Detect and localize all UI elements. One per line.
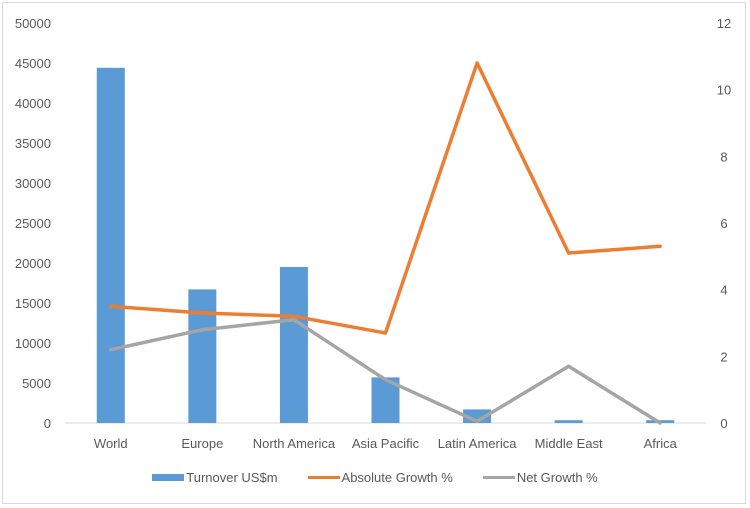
x-category-label: World <box>94 436 128 451</box>
right-axis-ticks: 0 2 4 6 8 10 12 <box>717 16 731 431</box>
turnover-swatch <box>152 474 185 481</box>
legend-label: Turnover US$m <box>186 470 278 485</box>
left-tick-label: 10000 <box>15 336 51 351</box>
legend-item-turnover: Turnover US$m <box>152 470 278 485</box>
left-tick-label: 35000 <box>15 136 51 151</box>
right-tick-label: 12 <box>717 16 731 31</box>
left-tick-label: 20000 <box>15 256 51 271</box>
left-axis-ticks: 0 5000 10000 15000 20000 25000 30000 35000 40000… <box>15 16 51 431</box>
x-category-label: Europe <box>181 436 223 451</box>
x-category-label: Asia Pacific <box>352 436 420 451</box>
net-growth-swatch <box>482 476 515 479</box>
left-tick-label: 5000 <box>22 376 51 391</box>
legend-item-net-growth: Net Growth % <box>482 470 598 485</box>
legend-item-absolute-growth: Absolute Growth % <box>307 470 453 485</box>
turnover-bar <box>188 289 217 423</box>
right-tick-label: 8 <box>720 149 727 164</box>
legend-label: Net Growth % <box>516 470 598 485</box>
net-growth-line <box>109 317 662 425</box>
left-tick-label: 45000 <box>15 56 51 71</box>
right-tick-label: 0 <box>720 416 727 431</box>
x-axis-labels: World Europe North America Asia Pacific Lati… <box>94 436 678 451</box>
absolute-growth-line <box>109 61 662 335</box>
right-tick-label: 10 <box>717 83 731 98</box>
right-tick-label: 2 <box>720 349 727 364</box>
left-tick-label: 15000 <box>15 296 51 311</box>
right-tick-label: 4 <box>720 283 727 298</box>
left-tick-label: 0 <box>44 416 51 431</box>
legend: Turnover US$m Absolute Growth % Net Grow… <box>0 470 750 485</box>
x-category-label: Latin America <box>438 436 518 451</box>
left-tick-label: 40000 <box>15 96 51 111</box>
x-category-label: North America <box>253 436 336 451</box>
turnover-bar <box>96 67 125 424</box>
legend-label: Absolute Growth % <box>341 470 453 485</box>
turnover-bar <box>554 420 583 423</box>
absolute-growth-swatch <box>307 476 340 479</box>
left-tick-label: 50000 <box>15 16 51 31</box>
turnover-bar <box>279 267 308 423</box>
x-category-label: Middle East <box>535 436 603 451</box>
growth-lines <box>109 61 662 425</box>
x-category-label: Africa <box>644 436 678 451</box>
left-tick-label: 30000 <box>15 176 51 191</box>
turnover-bars <box>96 67 675 424</box>
right-tick-label: 6 <box>720 216 727 231</box>
left-tick-label: 25000 <box>15 216 51 231</box>
